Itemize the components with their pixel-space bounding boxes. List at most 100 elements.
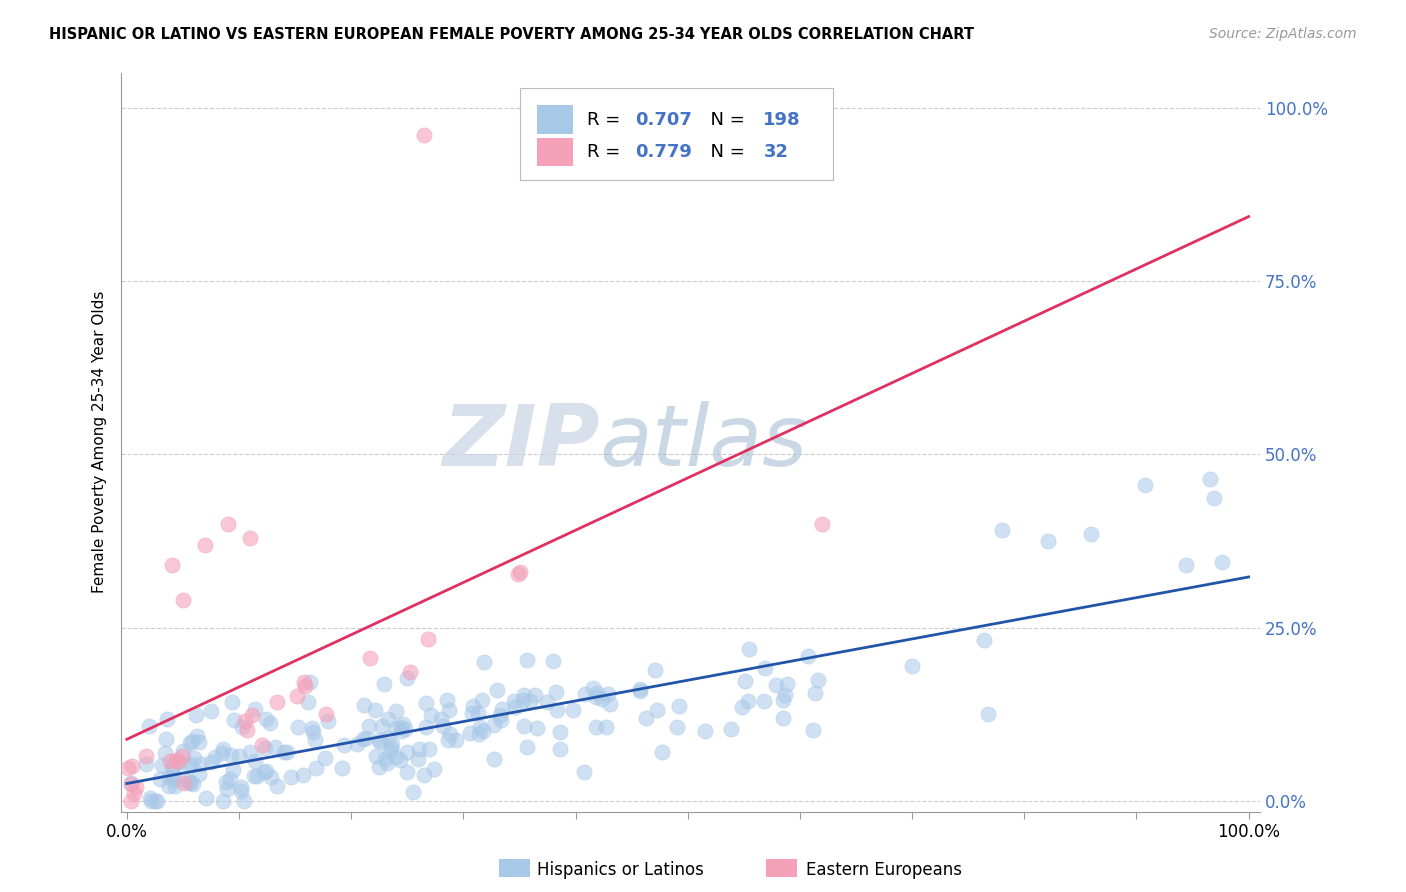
- Point: [734, 673, 756, 688]
- Point: [186, 730, 208, 744]
- Point: [470, 719, 492, 733]
- Point: [513, 719, 536, 733]
- Point: [215, 775, 238, 789]
- Point: [415, 720, 437, 734]
- Point: [229, 784, 252, 798]
- Point: [120, 794, 142, 808]
- Point: [489, 707, 512, 722]
- Point: [190, 757, 212, 772]
- Point: [316, 714, 339, 729]
- Point: [304, 732, 326, 747]
- Point: [359, 651, 381, 665]
- Point: [651, 745, 673, 759]
- Point: [389, 723, 412, 738]
- Text: R =: R =: [586, 143, 626, 161]
- Point: [394, 722, 416, 736]
- Point: [385, 750, 408, 764]
- Point: [165, 753, 187, 767]
- Point: [302, 724, 325, 739]
- Point: [516, 653, 538, 667]
- Point: [474, 655, 496, 669]
- FancyBboxPatch shape: [520, 87, 832, 180]
- Point: [668, 699, 690, 714]
- Point: [380, 740, 402, 755]
- Point: [239, 745, 262, 759]
- Point: [418, 741, 440, 756]
- Point: [375, 756, 398, 770]
- Point: [280, 770, 302, 784]
- Point: [415, 696, 437, 710]
- Point: [377, 731, 399, 746]
- Point: [471, 724, 494, 739]
- Point: [519, 694, 541, 708]
- Point: [901, 658, 924, 673]
- Point: [240, 707, 263, 722]
- Point: [416, 632, 439, 646]
- Point: [773, 688, 796, 702]
- Point: [737, 694, 759, 708]
- Point: [803, 686, 825, 700]
- Point: [353, 698, 375, 712]
- Point: [167, 755, 190, 769]
- Point: [509, 565, 531, 579]
- Text: 0.707: 0.707: [634, 111, 692, 128]
- Point: [468, 727, 491, 741]
- Point: [177, 773, 200, 788]
- Point: [644, 663, 666, 677]
- Point: [218, 772, 240, 786]
- Point: [153, 746, 176, 760]
- Point: [228, 748, 250, 763]
- FancyBboxPatch shape: [537, 138, 574, 166]
- Point: [486, 683, 509, 698]
- Point: [163, 772, 186, 787]
- Point: [546, 685, 568, 699]
- Point: [266, 779, 288, 793]
- Point: [439, 727, 461, 741]
- Text: 0.779: 0.779: [634, 143, 692, 161]
- Point: [124, 780, 146, 794]
- Point: [180, 756, 202, 771]
- Point: [628, 681, 651, 696]
- Text: atlas: atlas: [599, 401, 807, 483]
- Point: [423, 762, 446, 776]
- Point: [754, 660, 776, 674]
- Point: [266, 695, 288, 709]
- Point: [752, 693, 775, 707]
- Point: [508, 566, 530, 581]
- Point: [188, 767, 211, 781]
- Text: ZIP: ZIP: [441, 401, 599, 483]
- Point: [159, 754, 181, 768]
- Point: [364, 702, 387, 716]
- Point: [471, 693, 494, 707]
- Point: [503, 700, 526, 714]
- Point: [1175, 558, 1198, 572]
- Point: [1204, 491, 1226, 505]
- Point: [811, 516, 834, 531]
- Point: [371, 719, 394, 733]
- Point: [229, 780, 252, 795]
- Point: [222, 713, 245, 727]
- Point: [120, 776, 142, 790]
- Point: [437, 702, 460, 716]
- Point: [458, 726, 481, 740]
- Point: [436, 693, 458, 707]
- Point: [194, 537, 217, 551]
- Point: [807, 673, 830, 687]
- Point: [252, 764, 274, 779]
- Point: [159, 780, 181, 794]
- Point: [146, 794, 169, 808]
- Point: [586, 686, 609, 700]
- Point: [693, 723, 716, 738]
- Point: [437, 733, 460, 747]
- Point: [287, 721, 309, 735]
- Point: [772, 692, 794, 706]
- Point: [561, 703, 583, 717]
- Point: [491, 702, 513, 716]
- Point: [413, 128, 436, 143]
- Point: [183, 750, 205, 764]
- Point: [772, 711, 794, 725]
- Point: [368, 734, 391, 748]
- Point: [188, 734, 211, 748]
- Point: [179, 775, 201, 789]
- FancyBboxPatch shape: [537, 105, 574, 134]
